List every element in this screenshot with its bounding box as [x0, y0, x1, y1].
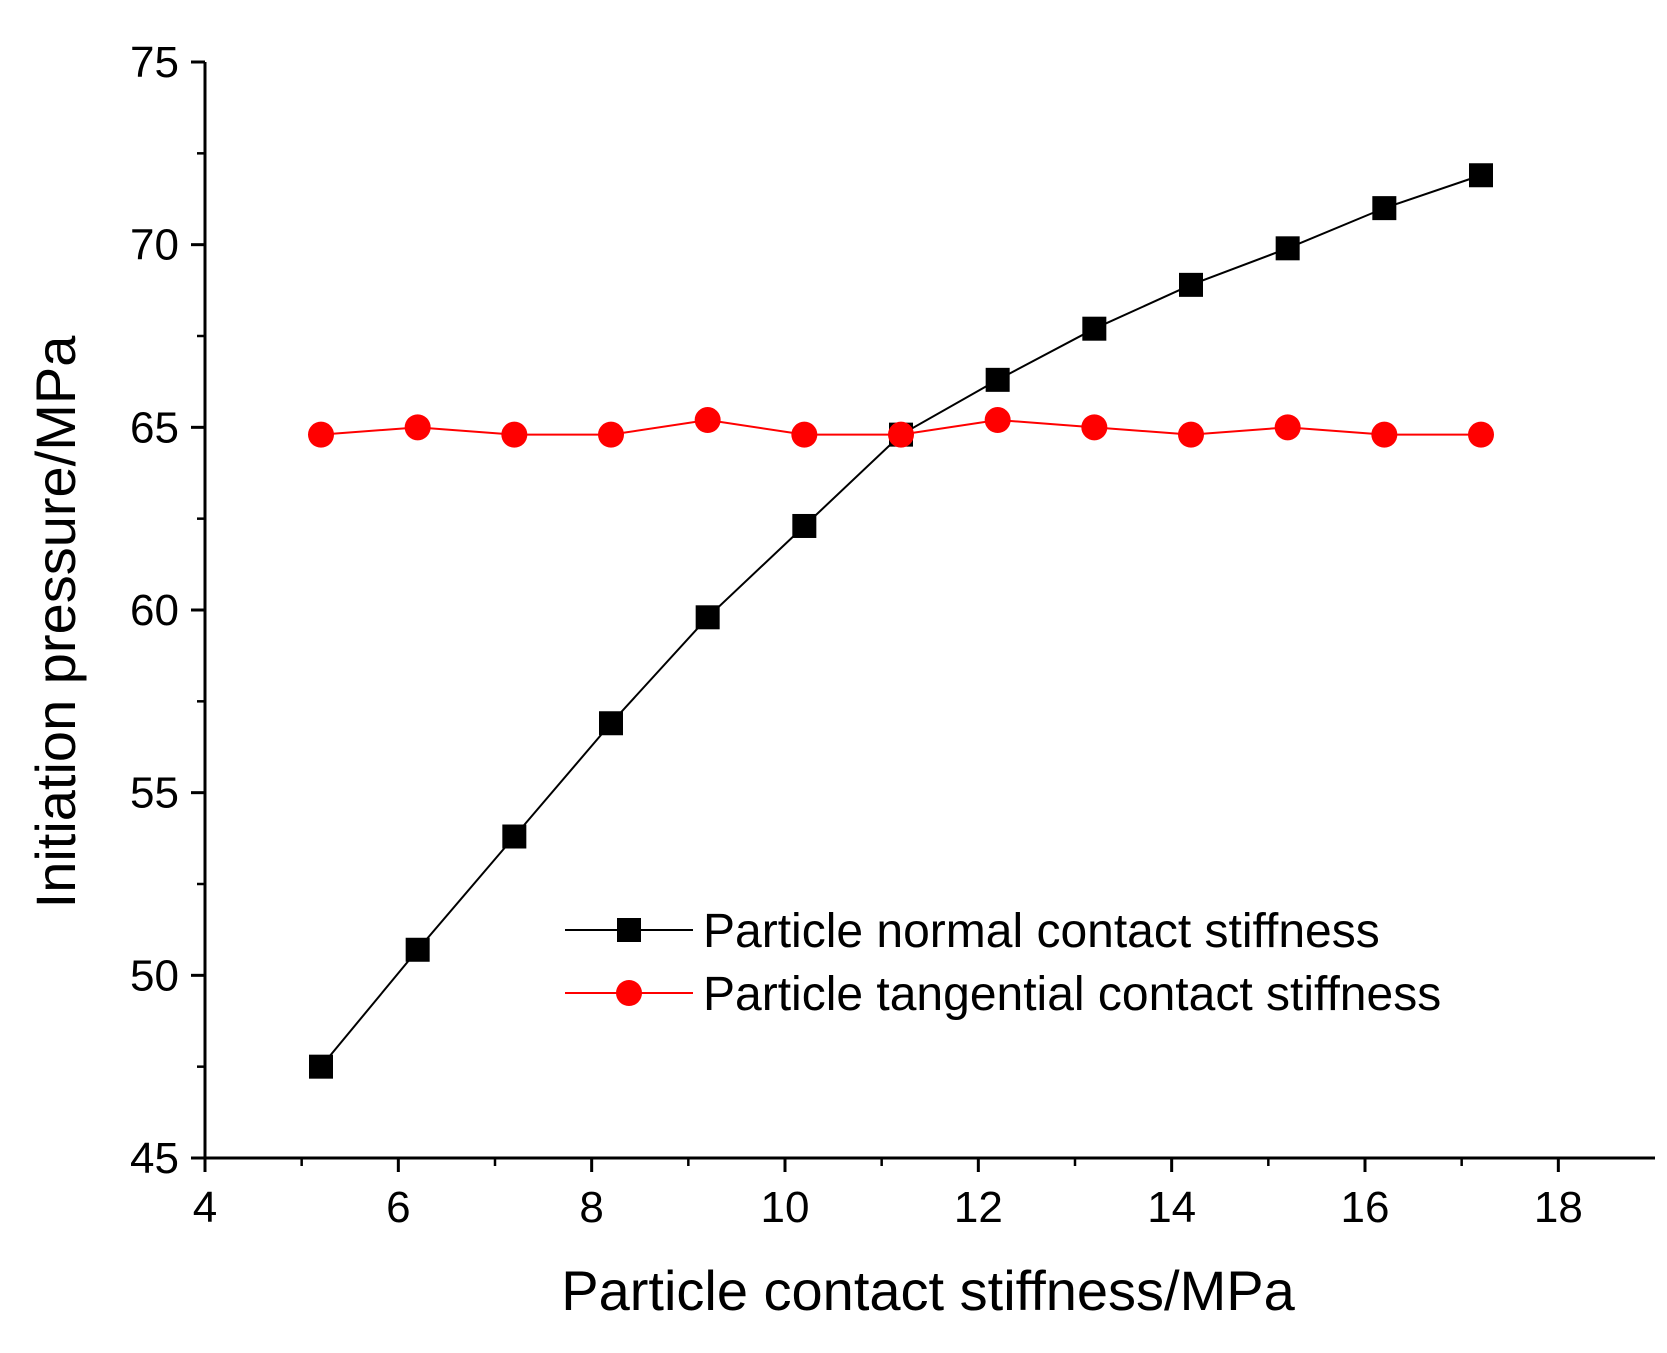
x-tick-label: 16	[1341, 1183, 1390, 1232]
y-axis-title: Initiation pressure/MPa	[24, 335, 87, 909]
data-point-circle	[1371, 421, 1398, 448]
data-point-circle	[888, 421, 914, 448]
data-point-circle	[1468, 421, 1494, 448]
y-tick-label: 45	[130, 1134, 179, 1183]
data-point-square	[309, 1054, 333, 1079]
legend-item-2: Particle tangential contact stiffness	[565, 968, 1441, 1021]
data-point-circle	[791, 421, 818, 448]
data-point-square	[695, 605, 720, 630]
data-point-square	[1372, 196, 1397, 221]
y-tick-label: 60	[130, 586, 179, 635]
data-point-circle	[1274, 414, 1301, 441]
x-tick-label: 10	[761, 1183, 810, 1232]
legend: Particle normal contact stiffness Particl…	[565, 905, 1441, 1021]
series-layer	[308, 163, 1494, 1079]
data-point-circle	[501, 421, 528, 448]
data-point-square	[405, 937, 430, 962]
x-tick-label: 12	[954, 1183, 1003, 1232]
y-tick-label: 75	[130, 38, 179, 87]
x-tick-label: 18	[1534, 1183, 1583, 1232]
y-tick-label: 70	[130, 221, 179, 270]
data-point-square	[1275, 236, 1300, 261]
y-tick-label: 50	[130, 951, 179, 1000]
x-tick-label: 8	[579, 1183, 603, 1232]
data-point-square	[985, 367, 1010, 392]
data-point-square	[599, 711, 623, 736]
axes: 4 6 8 10 12 14 16 18 45 50 55 60 65 70 75	[130, 38, 1655, 1232]
x-tick-label: 6	[386, 1183, 410, 1232]
legend-item-1: Particle normal contact stiffness	[565, 905, 1380, 958]
data-point-square	[1082, 316, 1107, 341]
data-point-square	[792, 513, 817, 538]
data-point-square	[1179, 272, 1203, 297]
data-point-circle	[598, 421, 624, 448]
data-point-circle	[694, 407, 721, 434]
data-point-circle	[404, 414, 431, 441]
y-tick-label: 55	[130, 769, 179, 818]
x-axis-title: Particle contact stiffness/MPa	[561, 1259, 1295, 1322]
x-tick-label: 4	[193, 1183, 217, 1232]
legend-marker-circle	[616, 980, 642, 1006]
x-tick-label: 14	[1147, 1183, 1196, 1232]
legend-label: Particle normal contact stiffness	[703, 905, 1380, 958]
data-point-circle	[308, 421, 334, 448]
series-2	[308, 407, 1494, 448]
data-point-square	[502, 824, 527, 849]
data-point-square	[1469, 163, 1493, 188]
data-point-circle	[1081, 414, 1108, 441]
data-point-circle	[1178, 421, 1204, 448]
legend-label: Particle tangential contact stiffness	[703, 968, 1441, 1021]
y-tick-label: 65	[130, 403, 179, 452]
data-point-circle	[984, 407, 1011, 434]
legend-marker-square	[617, 918, 641, 942]
